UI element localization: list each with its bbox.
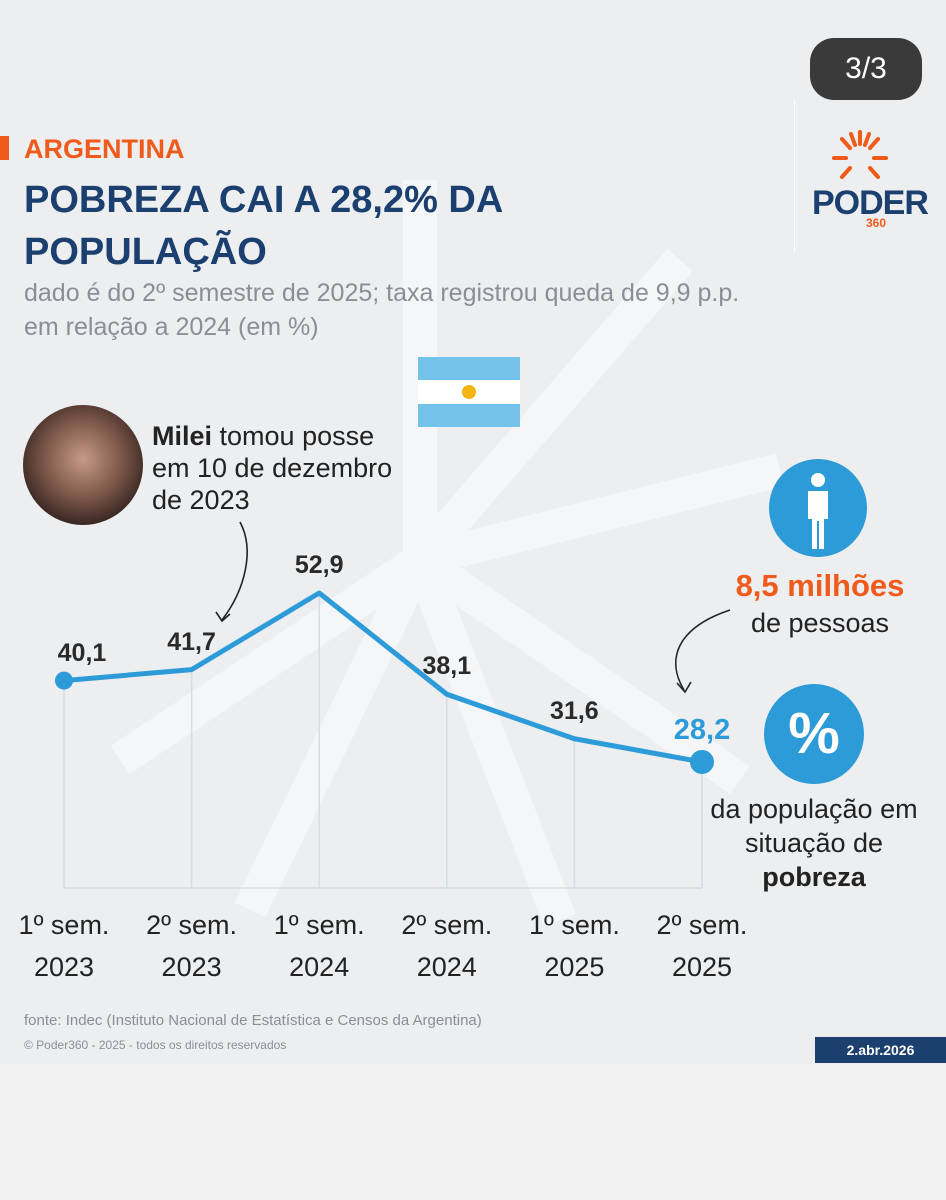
logo-number: 360 <box>866 216 887 230</box>
copyright: © Poder360 - 2025 - todos os direitos re… <box>24 1038 287 1052</box>
point <box>690 750 714 774</box>
source: fonte: Indec (Instituto Nacional de Esta… <box>24 1012 482 1029</box>
value-label: 38,1 <box>422 652 472 681</box>
annotation-arrow <box>221 521 248 621</box>
share-text: da população em situação de pobreza <box>704 792 924 894</box>
deco-ray <box>415 453 785 577</box>
share-text-bold: pobreza <box>762 862 866 892</box>
value-label: 28,2 <box>673 714 731 746</box>
value-label: 52,9 <box>294 551 344 579</box>
side-arrowhead <box>676 681 692 694</box>
annotation-bold: Milei <box>152 421 213 451</box>
percent-icon: % <box>764 684 864 784</box>
side-arrow <box>675 609 731 691</box>
people-count: 8,5 milhões <box>735 568 905 603</box>
annotation: Milei tomou posse em 10 de dezembro de 2… <box>152 420 412 516</box>
series-line <box>63 590 703 765</box>
argentina-flag <box>418 357 520 427</box>
deco-ray <box>404 553 576 927</box>
chart-title: POBREZA CAI A 28,2% DA POPULAÇÃO <box>24 179 502 273</box>
x-tick-label: 2º sem. 2025 <box>656 910 748 982</box>
line-chart <box>55 521 731 889</box>
chart-subtitle: dado é do 2º semestre de 2025; taxa regi… <box>24 279 740 341</box>
point <box>55 671 73 690</box>
person-icon <box>769 459 867 557</box>
deco-ray <box>410 545 750 795</box>
x-tick-label: 2º sem. 2023 <box>146 910 238 982</box>
background-decoration <box>0 0 946 1064</box>
share-text-main: da população em situação de <box>710 794 918 858</box>
annotation-text: tomou posse em 10 de dezembro de 2023 <box>152 421 393 515</box>
x-tick-label: 2º sem. 2024 <box>401 910 493 982</box>
value-label: 40,1 <box>57 638 107 667</box>
value-label: 41,7 <box>167 627 216 656</box>
deco-ray <box>234 552 436 918</box>
value-label: 31,6 <box>550 696 599 725</box>
logo-sun <box>832 130 888 179</box>
date: 2.abr.2026 <box>815 1037 946 1063</box>
annotation-arrowhead <box>215 611 231 623</box>
kicker-bar <box>0 136 9 160</box>
x-tick-label: 1º sem. 2023 <box>18 910 110 982</box>
deco-ray <box>110 545 430 775</box>
kicker: ARGENTINA <box>24 134 185 164</box>
deco-ray <box>407 248 693 572</box>
milei-photo <box>23 405 143 525</box>
logo-name: PODER <box>812 184 929 222</box>
x-tick-label: 1º sem. 2024 <box>273 910 365 982</box>
x-tick-label: 1º sem. 2025 <box>528 910 620 982</box>
divider <box>794 100 795 252</box>
page-counter[interactable]: 3/3 <box>810 38 922 100</box>
people-text: de pessoas <box>750 608 890 638</box>
